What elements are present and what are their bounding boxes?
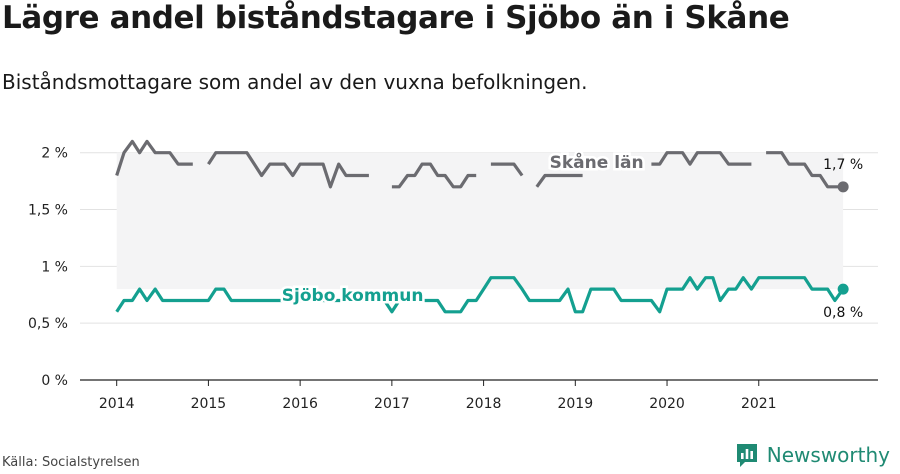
- y-tick-label: 0 %: [41, 373, 68, 389]
- end-label-sjobo: 0,8 %: [823, 305, 863, 321]
- series-label-skane: Skåne län: [550, 151, 644, 173]
- chart-title: Lägre andel biståndstagare i Sjöbo än i …: [2, 0, 790, 36]
- x-tick-label: 2019: [557, 396, 593, 412]
- x-tick-label: 2020: [649, 396, 685, 412]
- y-tick-label: 1 %: [41, 259, 68, 275]
- series-line-skane: [490, 162, 524, 177]
- x-tick-label: 2016: [282, 396, 318, 412]
- end-point-sjobo: [837, 283, 849, 295]
- series-line-sjobo: [115, 276, 845, 314]
- line-chart: 0 % 0,5 % 1 % 1,5 % 2 % 2014 2015 2016 2017 2018 2…: [28, 139, 878, 412]
- series-line-skane: [766, 151, 844, 189]
- chart-subtitle: Biståndsmottagare som andel av den vuxna…: [2, 70, 588, 94]
- x-tick-label: 2017: [374, 396, 410, 412]
- brand-name: Newsworthy: [766, 443, 890, 467]
- newsworthy-logo-icon: [736, 444, 757, 467]
- series-line-skane: [391, 162, 477, 189]
- y-tick-label: 1,5 %: [28, 203, 68, 219]
- range-band: [116, 152, 844, 290]
- series-line-skane: [535, 173, 583, 188]
- end-point-skane: [837, 181, 849, 193]
- y-tick-label: 2 %: [41, 146, 68, 162]
- brand-logo: Newsworthy: [735, 442, 890, 468]
- x-tick-label: 2018: [466, 396, 502, 412]
- end-label-skane: 1,7 %: [823, 157, 863, 173]
- source-note: Källa: Socialstyrelsen: [2, 455, 140, 470]
- series-label-sjobo: Sjöbo kommun: [282, 286, 424, 306]
- x-tick-label: 2021: [741, 396, 777, 412]
- x-tick-label: 2015: [191, 396, 227, 412]
- x-tick-label: 2014: [99, 396, 135, 412]
- series-line-skane: [115, 139, 193, 176]
- y-tick-label: 0,5 %: [28, 316, 68, 332]
- series-line-skane: [207, 151, 369, 189]
- series-line-skane: [651, 151, 752, 166]
